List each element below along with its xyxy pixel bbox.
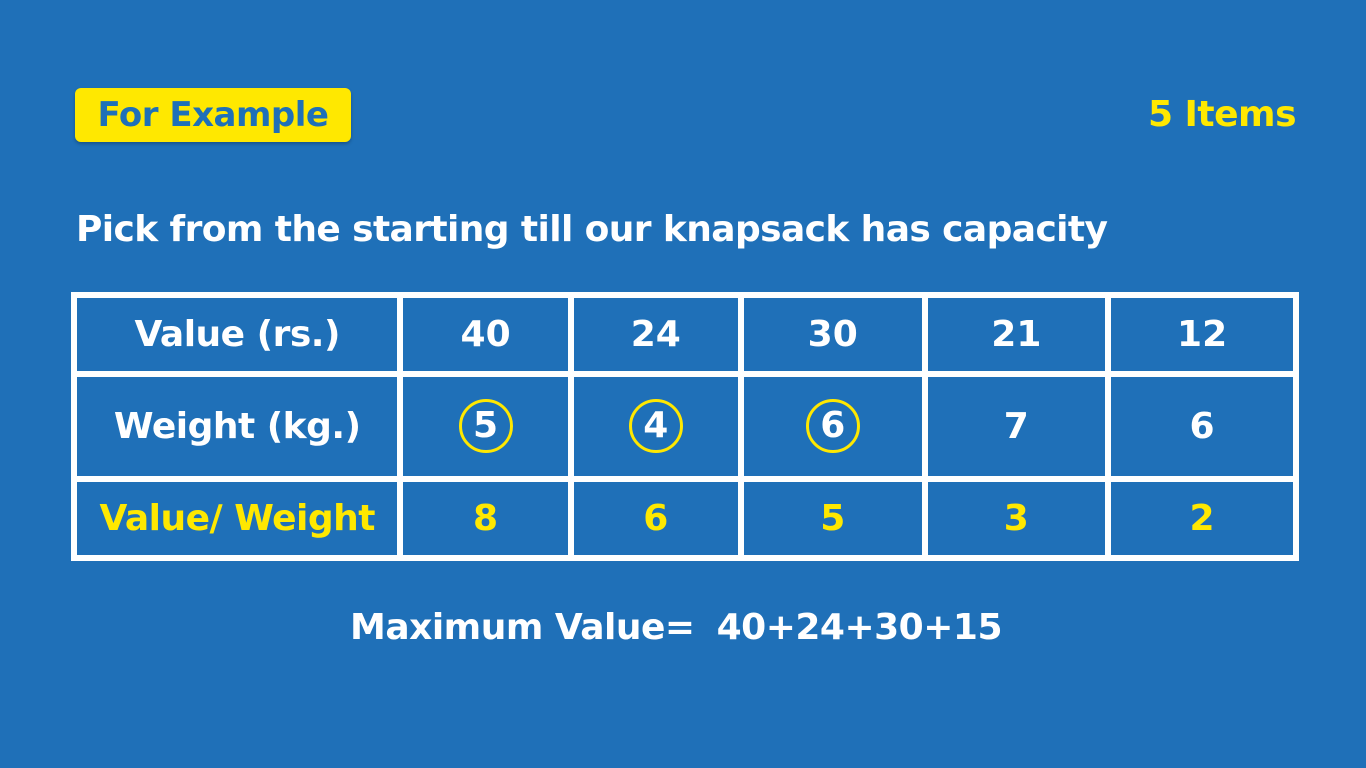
weight-row: Weight (kg.) 5 4 6 7 6	[77, 371, 1293, 482]
maximum-value-label: Maximum Value=	[350, 607, 695, 648]
ratio-cell: 3	[921, 475, 1112, 555]
maximum-value-line: Maximum Value= 40+24+30+15	[350, 602, 1003, 654]
weight-cell: 5	[397, 371, 574, 482]
value-cell: 30	[737, 298, 928, 378]
circled-weight: 4	[628, 399, 683, 454]
value-cell: 21	[921, 298, 1112, 378]
value-cell: 24	[567, 298, 744, 378]
example-tag: For Example	[75, 88, 351, 142]
weight-cell: 6	[1105, 371, 1293, 482]
ratio-cell: 8	[397, 475, 574, 555]
items-count: 5 Items	[1147, 94, 1297, 135]
ratio-label: Value/ Weight	[77, 475, 404, 555]
value-cell: 40	[397, 298, 574, 378]
weight-cell: 7	[921, 371, 1112, 482]
ratio-cell: 6	[567, 475, 744, 555]
knapsack-table: Value (rs.) 40 24 30 21 12 Weight (kg.) …	[71, 292, 1299, 561]
weight-cell: 4	[567, 371, 744, 482]
value-label: Value (rs.)	[77, 298, 404, 378]
circled-weight: 6	[805, 399, 860, 454]
circled-weight: 5	[458, 399, 513, 454]
value-cell: 12	[1105, 298, 1293, 378]
ratio-row: Value/ Weight 8 6 5 3 2	[77, 475, 1293, 555]
ratio-cell: 2	[1105, 475, 1293, 555]
instruction-text: Pick from the starting till our knapsack…	[76, 209, 1108, 250]
maximum-value-expression: 40+24+30+15	[716, 607, 1003, 648]
value-row: Value (rs.) 40 24 30 21 12	[77, 298, 1293, 378]
weight-label: Weight (kg.)	[77, 371, 404, 482]
weight-cell: 6	[737, 371, 928, 482]
ratio-cell: 5	[737, 475, 928, 555]
